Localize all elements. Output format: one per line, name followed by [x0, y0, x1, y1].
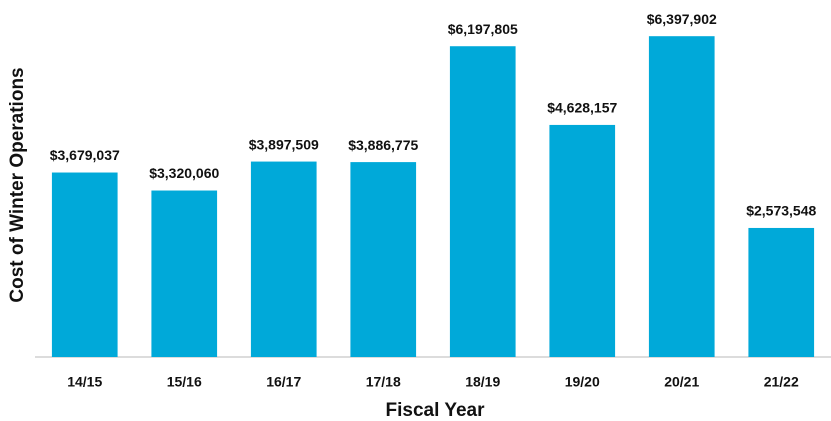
value-label: $3,679,037: [50, 147, 120, 163]
x-tick-label: 14/15: [67, 374, 102, 390]
value-label: $6,397,902: [647, 11, 717, 27]
x-tick-label: 21/22: [764, 374, 799, 390]
bar: [250, 161, 317, 357]
y-axis-title: Cost of Winter Operations: [7, 67, 28, 302]
bar: [549, 124, 616, 357]
bar: [449, 46, 516, 357]
value-label: $3,320,060: [149, 165, 219, 181]
x-axis-title: Fiscal Year: [386, 400, 486, 421]
bar: [151, 190, 218, 357]
x-tick-label: 19/20: [565, 374, 600, 390]
value-label: $4,628,157: [547, 100, 617, 116]
x-tick-label: 20/21: [664, 374, 699, 390]
x-tick-label: 16/17: [266, 374, 301, 390]
bar: [648, 36, 715, 357]
value-label: $3,897,509: [249, 136, 319, 152]
value-label: $3,886,775: [348, 137, 418, 153]
bar: [51, 172, 118, 357]
bar: [748, 227, 815, 357]
x-tick-label: 18/19: [465, 374, 500, 390]
value-label: $2,573,548: [746, 203, 816, 219]
x-tick-label: 17/18: [366, 374, 401, 390]
bar: [350, 162, 417, 357]
value-label: $6,197,805: [448, 21, 518, 37]
x-tick-label: 15/16: [167, 374, 202, 390]
